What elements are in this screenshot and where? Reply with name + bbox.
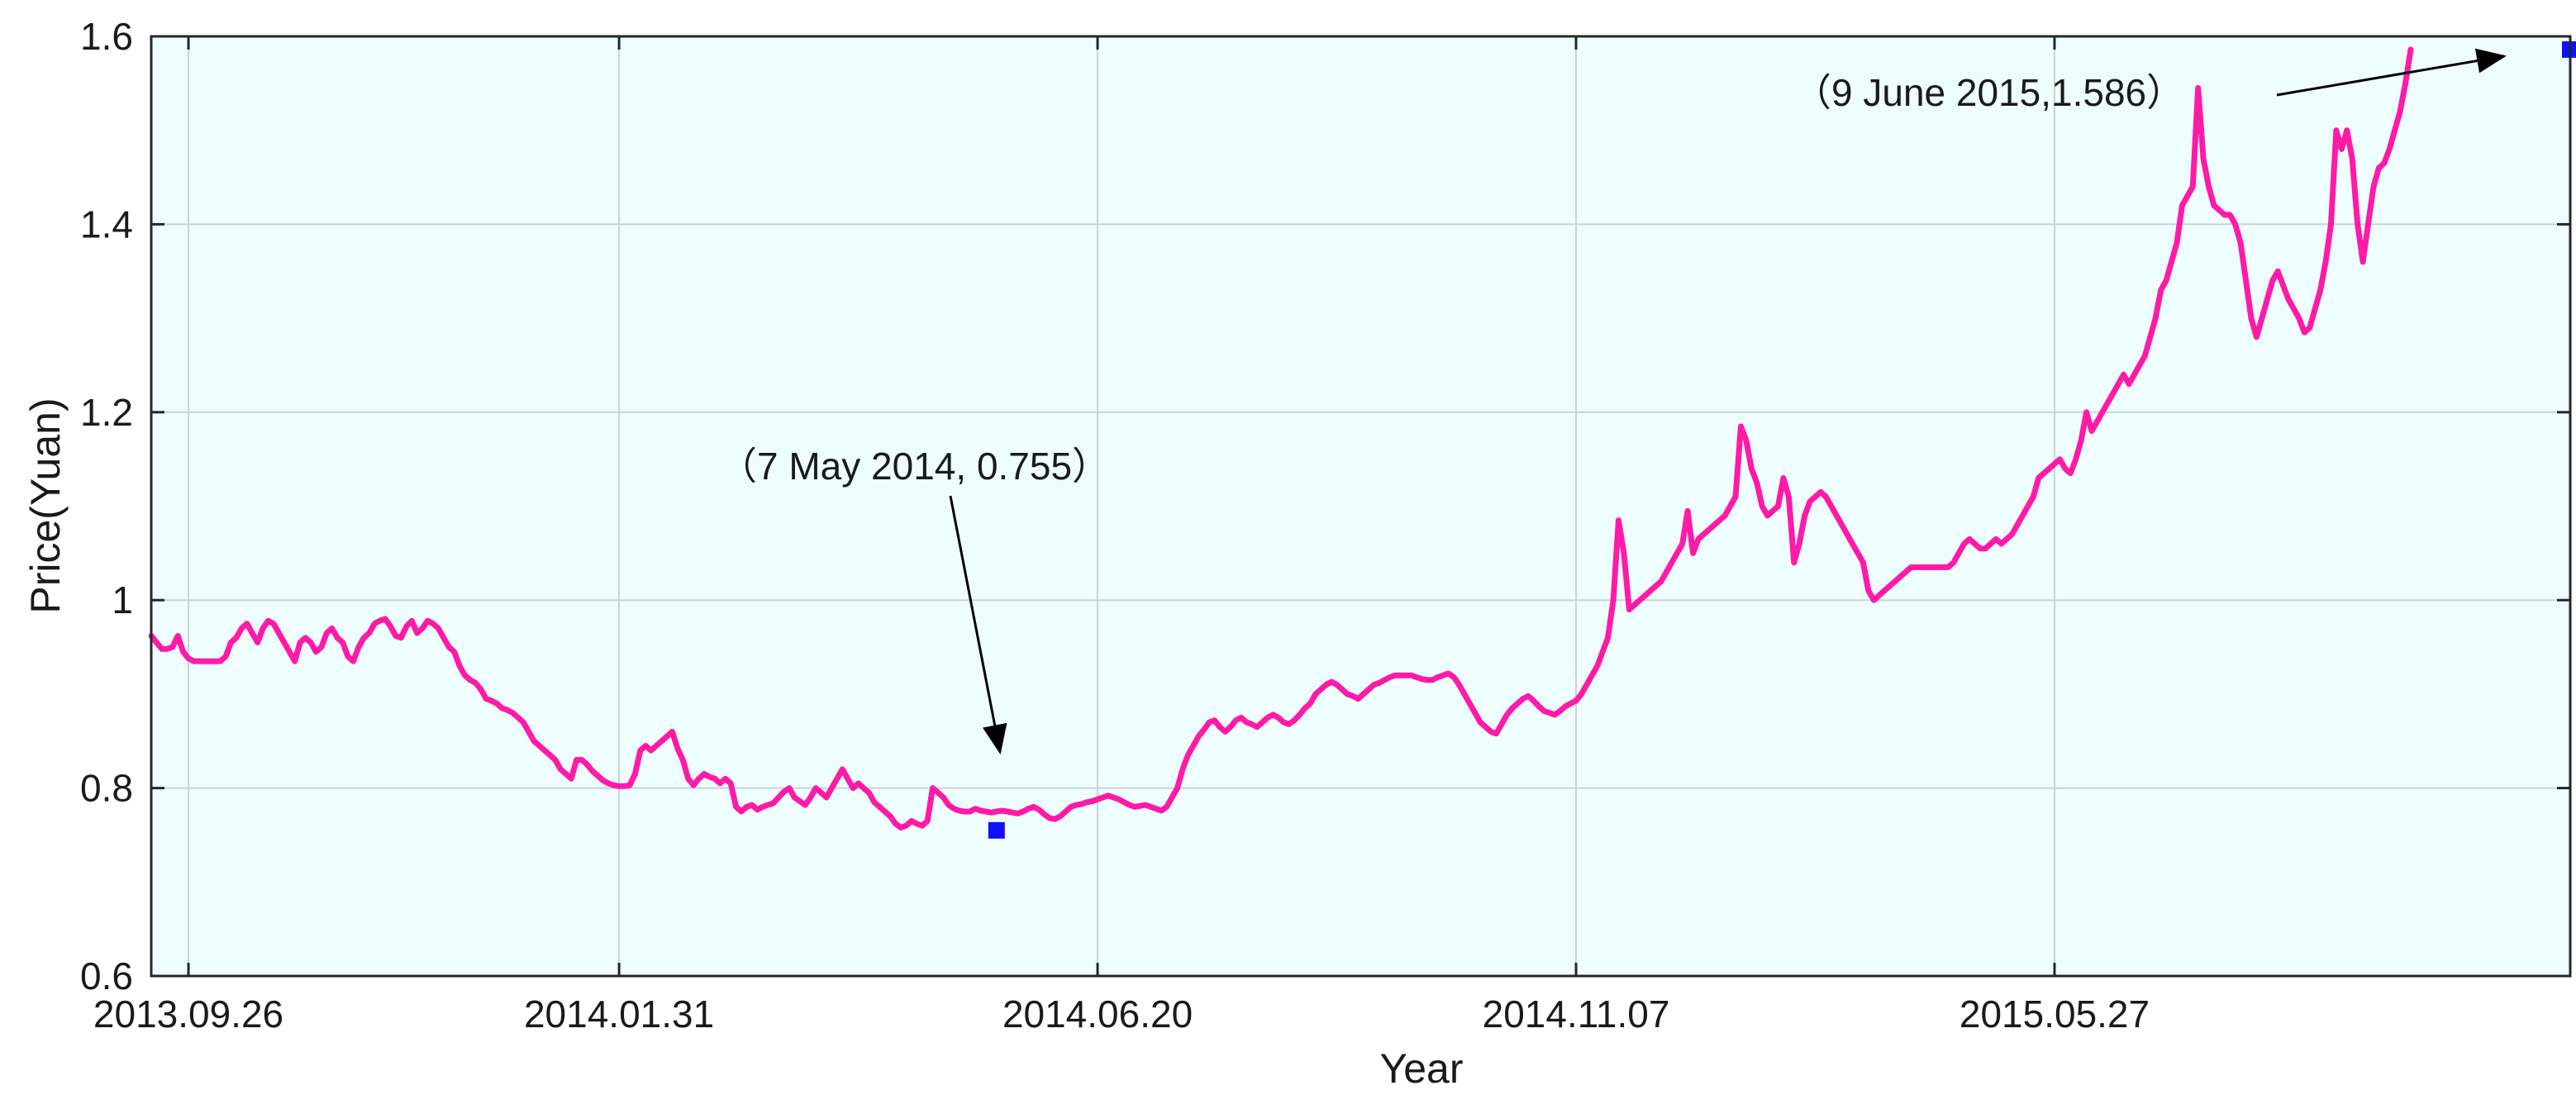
annotation-min-arrow [949,495,1007,755]
plot-area [151,36,2570,976]
x-tick-label: 2014.06.20 [1002,993,1193,1035]
annotation-max-label: （9 June 2015,1.586） [1793,71,2184,114]
plot-frame [150,35,2572,978]
x-tick-label: 2014.01.31 [524,993,714,1035]
min-point-marker [988,821,1005,839]
x-axis-ticks: 2013.09.26 2014.01.31 2014.06.20 2014.11.07… [93,36,2150,1035]
y-tick-label: 1.4 [80,202,133,245]
x-tick-label: 2014.11.07 [1483,993,1670,1035]
y-tick-label: 1.6 [80,15,133,58]
annotation-max-arrow [2276,48,2507,97]
y-axis-title: Price(Yuan) [22,398,69,613]
x-axis-title: Year [1379,1045,1463,1092]
x-tick-label: 2013.09.26 [93,993,283,1035]
x-tick-label: 2015.05.27 [1959,993,2150,1035]
y-tick-label: 0.8 [80,767,133,810]
y-tick-label: 1 [112,578,133,621]
grid [151,36,2570,976]
y-tick-label: 0.6 [80,955,133,997]
price-series-line [148,46,2414,831]
y-tick-label: 1.2 [80,391,133,434]
annotation-min-label: （7 May 2014, 0.755） [719,445,1110,488]
